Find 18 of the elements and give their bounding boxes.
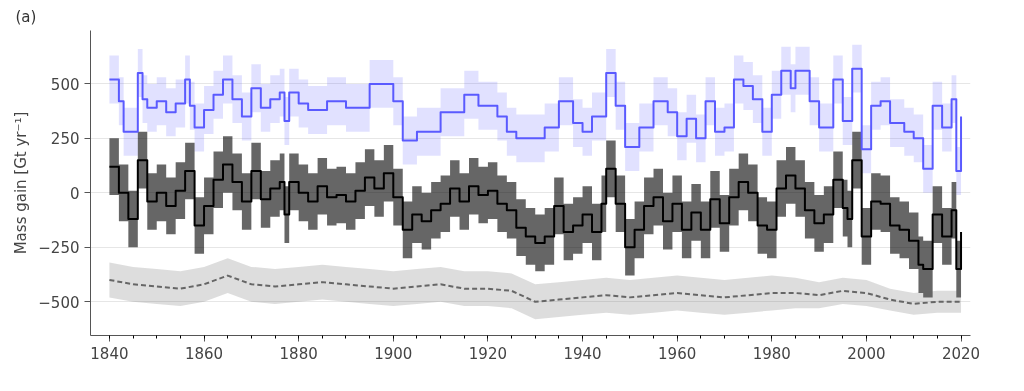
text: (a) — [15, 7, 37, 26]
x-tick-label: 1940 — [563, 344, 602, 363]
y-tick-label: −500 — [38, 293, 80, 312]
x-tick-label: 1860 — [184, 344, 224, 363]
y-tick-label: 0 — [69, 184, 80, 203]
y-tick-label: 500 — [50, 75, 80, 94]
x-tick-label: 1880 — [279, 344, 318, 363]
x-tick-label: 1840 — [90, 344, 129, 363]
x-tick-label: 2000 — [847, 344, 886, 363]
y-axis-title: Mass gain [Gt yr⁻¹] — [12, 111, 31, 255]
x-tick-label: 1920 — [468, 344, 508, 363]
x-tick-label: 1980 — [752, 344, 791, 363]
x-tick-label: 2020 — [941, 344, 981, 363]
line-series — [108, 274, 963, 305]
y-tick-label: −250 — [38, 239, 80, 258]
y-tick-label: 250 — [50, 130, 80, 149]
x-tick-label: 1960 — [658, 344, 697, 363]
x-tick-label: 1900 — [374, 344, 413, 363]
